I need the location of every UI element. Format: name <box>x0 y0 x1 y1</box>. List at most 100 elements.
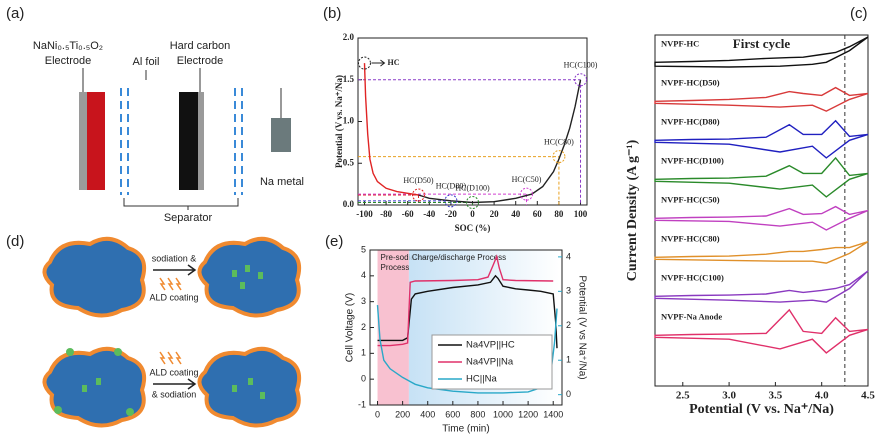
step-text: ALD coating <box>149 367 198 377</box>
panel-d: (d) sodiation & ALD coating ALD coating … <box>6 233 302 428</box>
x-tick-label: 80 <box>554 209 564 219</box>
chart: -100 -80 -60 -40 -20 0 20 40 60 80 100 0.0 0.5 1.0 1.5… <box>323 5 598 233</box>
y-tick-label: 0 <box>361 374 366 384</box>
legend-label: Na4VP||HC <box>466 340 515 351</box>
x-tick-label: 3.0 <box>722 390 736 402</box>
y-axis-label: Current Density (A g⁻¹) <box>625 139 640 281</box>
bracket <box>123 198 239 210</box>
arrow <box>153 378 197 390</box>
annotation-circle <box>574 73 588 87</box>
al-foil <box>79 92 87 190</box>
region-label: Pre-sodiation <box>381 253 428 262</box>
y-axis-label: Potential (V vs. Na⁺/Na) <box>334 75 344 168</box>
series-line <box>654 205 869 231</box>
panel-a: (a) NaNi₀.₅Ti₀.₅O₂ Electrode Al foil Har… <box>6 5 304 224</box>
annotation-label: HC(D100) <box>455 183 490 192</box>
x-tick-label: 2.5 <box>676 390 690 402</box>
y-tick-label: 0.5 <box>343 157 355 167</box>
region-label: Charge/discharge Process <box>412 253 506 262</box>
series-name: NVPF-Na Anode <box>661 311 722 321</box>
annotation-circle <box>520 187 534 201</box>
ald-icon <box>159 351 182 365</box>
annotation-label: HC(C100) <box>564 61 598 70</box>
x-tick-label: 20 <box>490 209 500 219</box>
x-tick-label: 800 <box>470 409 485 419</box>
metal-label: Na metal <box>260 176 304 188</box>
x-tick-label: -100 <box>356 209 373 219</box>
cathode-label: Electrode <box>45 55 91 67</box>
series-line <box>654 86 869 112</box>
x-tick-label: 1000 <box>493 409 513 419</box>
region-label: Process <box>381 263 410 272</box>
panel-label: (a) <box>6 5 24 22</box>
na-dots <box>54 265 265 416</box>
y-tick-label: 2 <box>361 322 366 332</box>
series-name: NVPF-HC <box>661 38 699 48</box>
y2-tick-label: 0 <box>566 389 571 399</box>
cathode-formula: NaNi₀.₅Ti₀.₅O₂ <box>33 40 103 52</box>
x-tick-label: 100 <box>574 209 588 219</box>
x-tick-label: 40 <box>511 209 521 219</box>
y-tick-label: 0.0 <box>343 199 355 209</box>
legend-box <box>431 334 553 390</box>
separator-label: Separator <box>164 212 213 224</box>
annotation-arrow <box>371 59 386 67</box>
chart: 2.5 3.0 3.5 4.0 4.5 Potential (V vs. Na⁺/Na) C… <box>625 5 875 417</box>
x-tick-label: 1400 <box>543 409 563 419</box>
annotation-circle <box>444 194 458 208</box>
x-tick-label: 3.5 <box>769 390 783 402</box>
al-foil <box>198 92 204 190</box>
series-line <box>654 156 869 198</box>
x-tick-label: 60 <box>533 209 543 219</box>
annotation-label: HC(C50) <box>512 175 542 184</box>
cathode <box>87 92 105 190</box>
series-name: NVPF-HC(D80) <box>661 116 720 126</box>
series-name: NVPF-HC(C80) <box>661 233 720 243</box>
x-tick-label: 4.5 <box>861 390 875 402</box>
step-text: sodiation & <box>152 253 197 263</box>
y-axis-label: Cell Voltage (V) <box>345 293 356 362</box>
annotation-label: HC(C80) <box>544 137 574 146</box>
annotation-label: HC(D50) <box>403 176 434 185</box>
x-tick-label: 200 <box>395 409 410 419</box>
annotation-circle <box>357 56 371 70</box>
y-tick-label: -1 <box>358 399 366 409</box>
legend-label: HC||Na <box>466 374 498 385</box>
region <box>377 250 409 405</box>
series-name: NVPF-HC(D100) <box>661 155 724 165</box>
panel-label: (c) <box>850 5 868 22</box>
annotation-circle <box>411 188 425 202</box>
annotation-circle <box>466 195 479 209</box>
y-tick-label: 4 <box>361 270 366 280</box>
series-line <box>377 254 554 347</box>
step-text: & sodiation <box>152 389 197 399</box>
arrow <box>153 264 197 276</box>
particle <box>42 346 147 428</box>
y2-tick-label: 1 <box>566 355 571 365</box>
x-tick-label: -80 <box>380 209 392 219</box>
x-tick-label: -20 <box>445 209 457 219</box>
y-tick-label: 5 <box>361 244 366 254</box>
y2-tick-label: 4 <box>566 251 571 261</box>
y-tick-label: 2.0 <box>343 32 355 42</box>
foil-label: Al foil <box>133 56 160 68</box>
na-metal <box>271 118 291 152</box>
series-line <box>654 36 869 68</box>
series-line <box>654 241 869 264</box>
series-line <box>654 270 869 303</box>
x-tick-label: 600 <box>445 409 460 419</box>
ald-icon <box>159 277 182 291</box>
y2-tick-label: 3 <box>566 286 571 296</box>
x-axis-label: SOC (%) <box>455 223 491 233</box>
x-tick-label: 4.0 <box>815 390 829 402</box>
y2-axis-label: Potential (V vs Na⁺/Na) <box>576 275 587 379</box>
annotation-circle <box>552 150 566 164</box>
series-name: NVPF-HC(C100) <box>661 272 724 282</box>
y-tick-label: 1.5 <box>343 74 355 84</box>
series-name: NVPF-HC(D50) <box>661 77 720 87</box>
x-tick-label: -60 <box>402 209 414 219</box>
panel-label: (e) <box>325 233 343 250</box>
chart-title: First cycle <box>733 36 791 51</box>
